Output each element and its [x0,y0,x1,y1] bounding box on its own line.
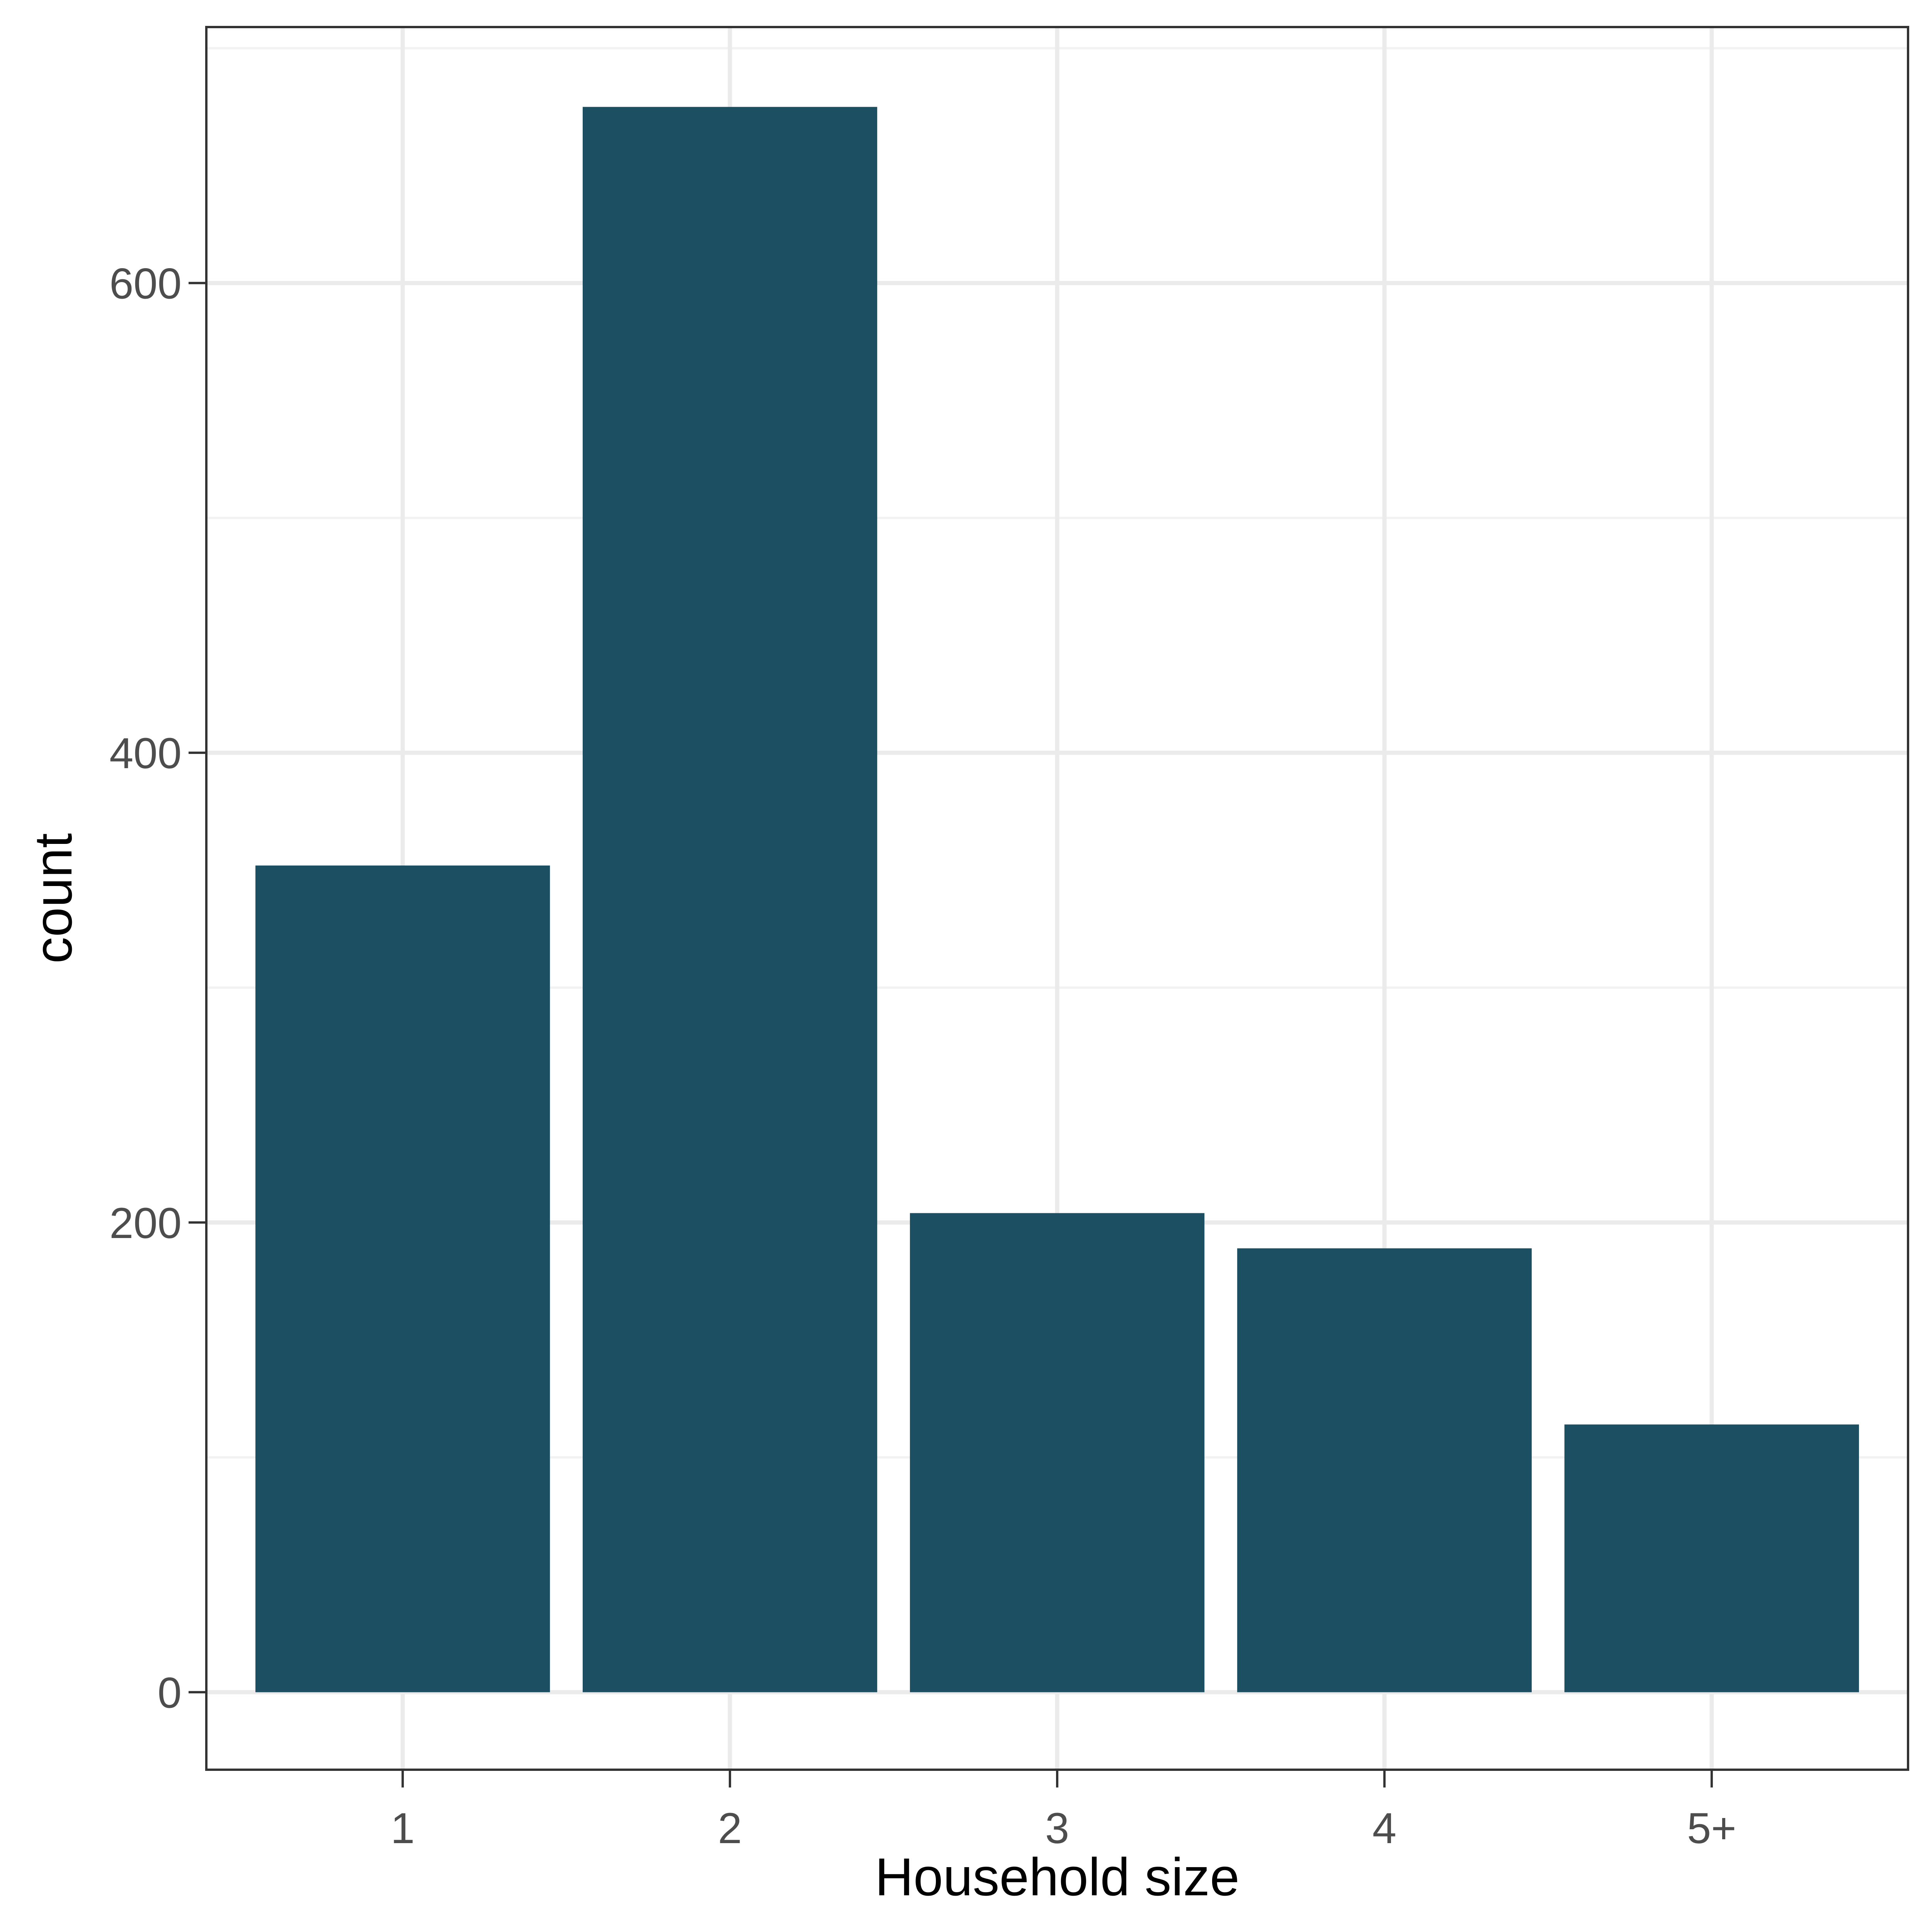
x-tick-label: 5+ [1687,1804,1736,1852]
bars-layer [255,107,1859,1692]
bar-2 [582,107,878,1692]
bar-4 [1237,1248,1532,1692]
y-axis: 0 200 400 600 [109,260,206,1717]
x-axis-title: Household size [875,1847,1240,1907]
bar-5+ [1564,1424,1859,1692]
y-tick-label: 200 [109,1199,182,1247]
y-tick-label: 600 [109,260,182,308]
bar-1 [255,865,550,1692]
x-tick-label: 3 [1045,1804,1069,1852]
y-axis-title: count [24,833,83,964]
x-tick-label: 1 [391,1804,415,1852]
x-axis: 1 2 3 4 5+ [391,1770,1736,1852]
y-tick-label: 0 [158,1668,182,1717]
x-tick-label: 2 [718,1804,742,1852]
x-tick-label: 4 [1372,1804,1396,1852]
bar-3 [910,1213,1205,1692]
y-tick-label: 400 [109,729,182,777]
